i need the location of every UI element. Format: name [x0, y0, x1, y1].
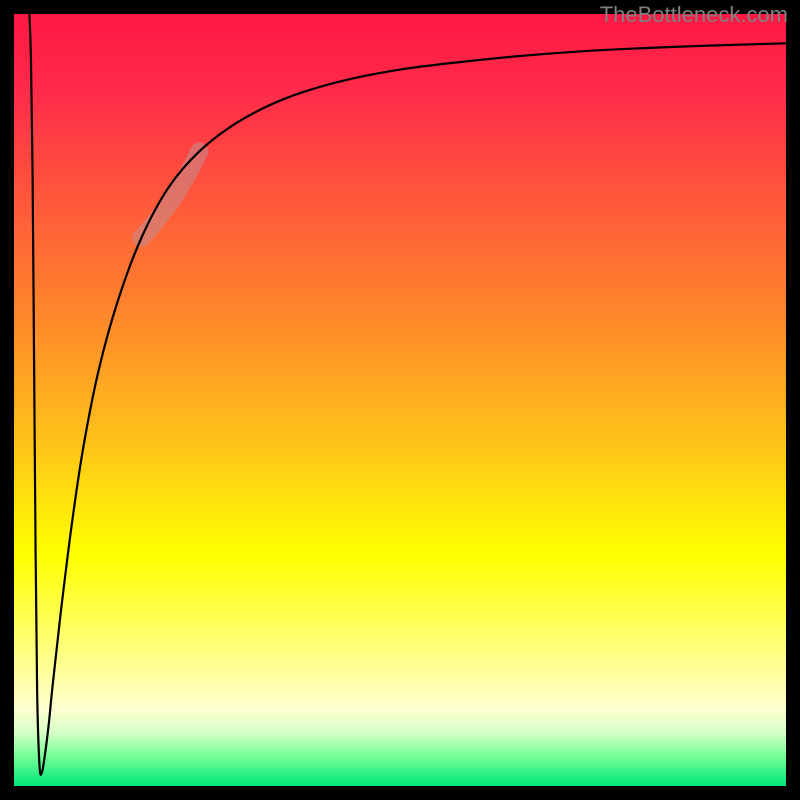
highlight-segment — [141, 151, 199, 237]
bottleneck-curve — [29, 14, 786, 775]
attribution-text: TheBottleneck.com — [600, 2, 788, 28]
curve-layer — [14, 14, 786, 786]
plot-area — [14, 14, 786, 786]
chart-frame: TheBottleneck.com — [0, 0, 800, 800]
